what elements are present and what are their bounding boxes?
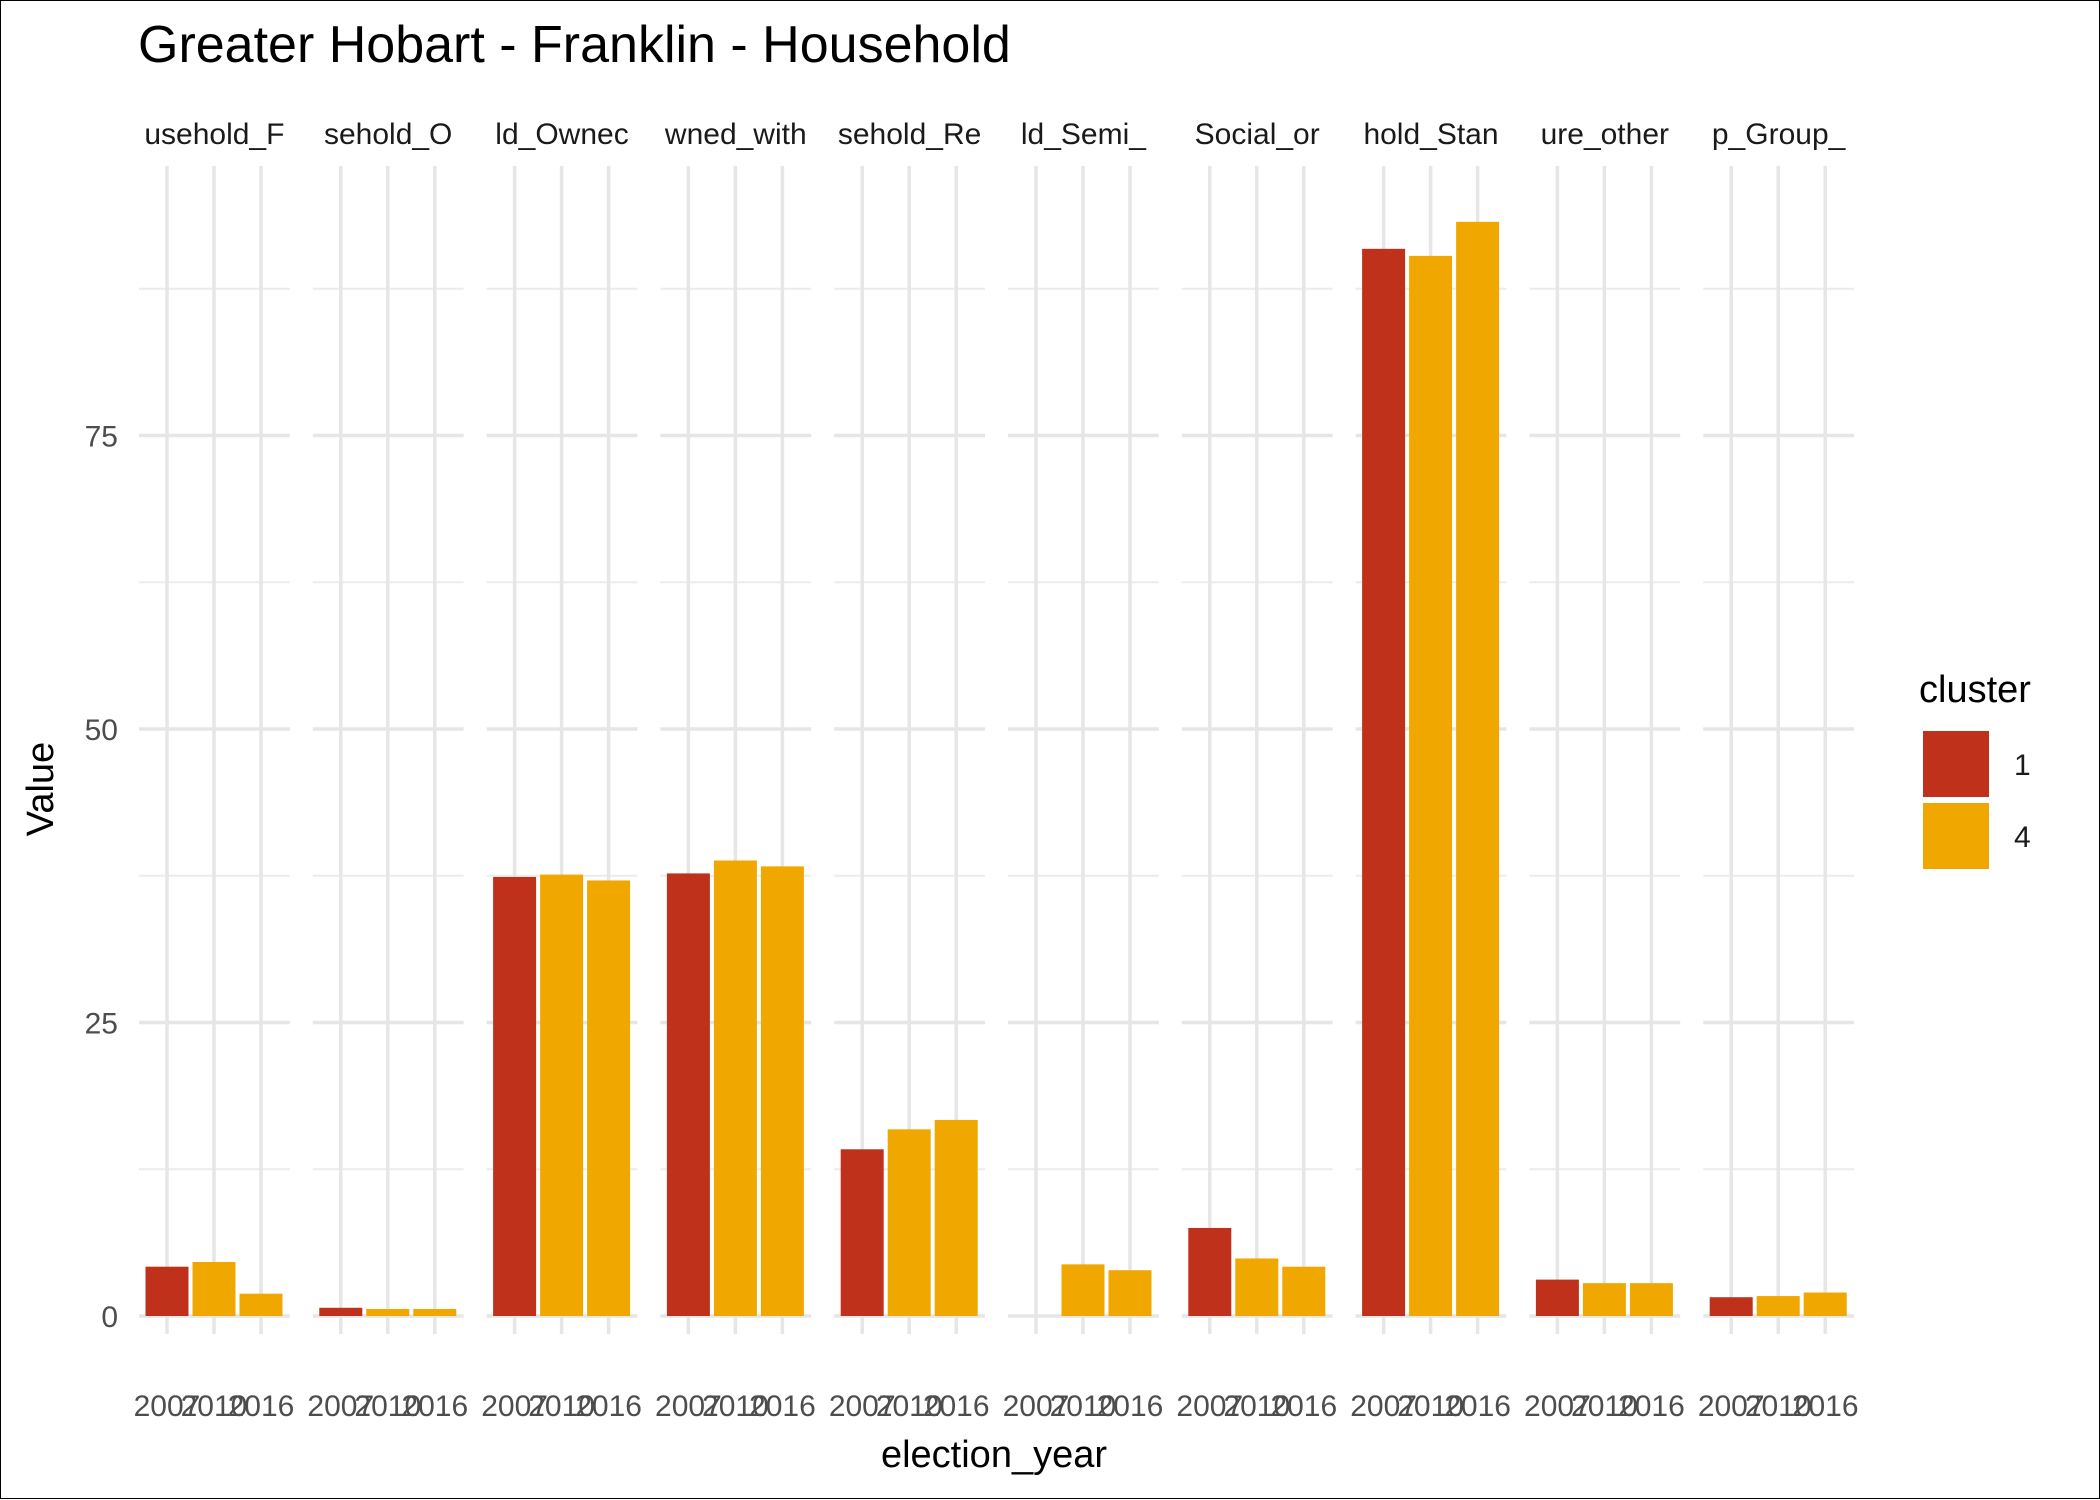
x-tick-label: 2007	[134, 1390, 201, 1423]
bar	[1709, 1297, 1753, 1316]
legend: cluster 1 4	[1919, 669, 2031, 869]
bar	[1061, 1264, 1105, 1316]
bars-layer	[145, 221, 1847, 1317]
legend-label: 1	[2014, 749, 2031, 782]
x-tick-label: 2016	[1097, 1390, 1164, 1423]
bar	[366, 1308, 410, 1316]
y-tick-label: 25	[85, 1008, 118, 1041]
x-tick-label: 2007	[307, 1390, 374, 1423]
x-tick-label: 2016	[228, 1390, 295, 1423]
bar	[192, 1261, 236, 1316]
x-tick-label: 2007	[1350, 1390, 1417, 1423]
x-tick-label: 2016	[923, 1390, 990, 1423]
bar	[1282, 1266, 1326, 1316]
facet-strip-label: usehold_F	[144, 118, 284, 151]
bar	[319, 1307, 363, 1316]
x-tick-label: 2007	[829, 1390, 896, 1423]
legend-swatch	[1923, 731, 1989, 797]
bar	[145, 1266, 189, 1316]
facet-strip-label: sehold_O	[324, 118, 452, 151]
bar	[587, 880, 631, 1316]
y-axis-ticks: 0 25 50 75	[85, 421, 118, 1335]
strip-labels: usehold_F sehold_O ld_Ownec wned_with sehold…	[144, 118, 1846, 151]
x-tick-label: 2016	[401, 1390, 468, 1423]
legend-label: 4	[2014, 821, 2031, 854]
bar	[1188, 1227, 1232, 1316]
bar	[934, 1119, 978, 1316]
x-tick-label: 2010	[876, 1390, 943, 1423]
bar	[1362, 248, 1406, 1317]
facet-strip-label: ure_other	[1541, 118, 1669, 151]
y-axis-title: Value	[20, 742, 62, 836]
x-tick-label: 2010	[1397, 1390, 1464, 1423]
y-tick-label: 75	[85, 421, 118, 454]
bar	[413, 1308, 457, 1316]
legend-swatch	[1923, 803, 1989, 869]
x-tick-label: 2007	[1698, 1390, 1765, 1423]
bar	[1582, 1283, 1626, 1316]
bar	[666, 873, 710, 1316]
x-tick-label: 2007	[1003, 1390, 1070, 1423]
x-tick-label: 2010	[1571, 1390, 1638, 1423]
bar	[840, 1149, 884, 1316]
x-tick-label: 2016	[575, 1390, 642, 1423]
x-tick-label: 2010	[702, 1390, 769, 1423]
x-tick-label: 2010	[528, 1390, 595, 1423]
x-tick-label: 2016	[1270, 1390, 1337, 1423]
bar	[239, 1293, 283, 1316]
x-tick-label: 2007	[655, 1390, 722, 1423]
facet-strip-label: p_Group_	[1712, 118, 1847, 151]
legend-title: cluster	[1919, 669, 2031, 711]
bar	[713, 860, 757, 1316]
y-tick-label: 50	[85, 714, 118, 747]
facet-strip-label: sehold_Re	[838, 118, 981, 151]
x-tick-label: 2010	[1745, 1390, 1812, 1423]
x-axis-title: election_year	[881, 1434, 1107, 1476]
x-tick-label: 2007	[1176, 1390, 1243, 1423]
bar	[1409, 255, 1453, 1316]
bar	[1756, 1296, 1800, 1316]
bar	[1803, 1292, 1847, 1316]
bar	[1456, 221, 1500, 1316]
facet-strip-label: wned_with	[664, 118, 807, 151]
x-tick-label: 2016	[1792, 1390, 1859, 1423]
bar	[1629, 1283, 1673, 1316]
bar	[1108, 1270, 1152, 1316]
y-tick-label: 0	[101, 1301, 118, 1334]
x-tick-label: 2007	[1524, 1390, 1591, 1423]
x-tick-label: 2016	[749, 1390, 816, 1423]
x-tick-label: 2010	[1223, 1390, 1290, 1423]
bar	[1535, 1279, 1579, 1316]
x-tick-label: 2010	[1050, 1390, 1117, 1423]
bar	[493, 876, 537, 1316]
x-tick-label: 2016	[1444, 1390, 1511, 1423]
facet-strip-label: Social_or	[1195, 118, 1320, 151]
x-tick-label: 2010	[354, 1390, 421, 1423]
chart-title: Greater Hobart - Franklin - Household	[138, 16, 1011, 74]
facet-strip-label: ld_Semi_	[1021, 118, 1147, 151]
facet-strip-label: ld_Ownec	[495, 118, 628, 151]
facet-strip-label: hold_Stan	[1363, 118, 1498, 151]
x-tick-label: 2010	[181, 1390, 248, 1423]
x-tick-label: 2007	[481, 1390, 548, 1423]
x-tick-label: 2016	[1618, 1390, 1685, 1423]
bar	[540, 874, 584, 1316]
bar	[1235, 1258, 1279, 1316]
bar	[887, 1129, 931, 1316]
bar	[760, 866, 804, 1316]
grid-layer	[139, 166, 1854, 1334]
